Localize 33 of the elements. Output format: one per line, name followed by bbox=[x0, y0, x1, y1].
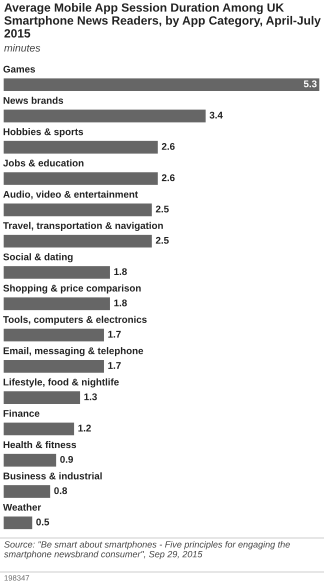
y-tick-label: Business & industrial bbox=[4, 472, 102, 480]
source-note: Source: "Be smart about smartphones - Five principles for engaging the smartphone newsbrand consumer", Sep 29, 2015 bbox=[4, 541, 290, 560]
y-tick-label: Finance bbox=[4, 410, 40, 417]
y-tick-label: Travel, transportation & navigation bbox=[3, 222, 163, 231]
data-label: 1.8 bbox=[114, 268, 127, 276]
chart-title: Average Mobile App Session Duration Among UK Smartphone News Readers, by App Category, April-July 2015 bbox=[4, 3, 321, 38]
data-label: 0.8 bbox=[54, 487, 68, 494]
chart-subtitle: minutes bbox=[4, 44, 40, 52]
data-label: 1.7 bbox=[108, 362, 121, 369]
y-tick-label: Lifestyle, food & nightlife bbox=[4, 378, 119, 388]
data-label: 1.7 bbox=[108, 330, 121, 338]
data-label: 0.5 bbox=[36, 518, 50, 526]
data-label: 2.6 bbox=[162, 143, 175, 150]
y-tick-label: Email, messaging & telephone bbox=[4, 347, 144, 356]
data-label: 2.6 bbox=[162, 174, 175, 182]
data-label: 1.2 bbox=[78, 424, 91, 432]
y-tick-label: Weather bbox=[3, 504, 42, 511]
data-label: 5.3 bbox=[304, 80, 317, 88]
data-label: 0.9 bbox=[60, 456, 73, 463]
y-tick-label: News brands bbox=[4, 96, 64, 104]
data-label: 1.8 bbox=[114, 299, 127, 306]
y-tick-label: Audio, video & entertainment bbox=[3, 190, 138, 200]
y-tick-label: Jobs & education bbox=[3, 159, 84, 166]
y-tick-label: Shopping & price comparison bbox=[3, 284, 141, 294]
data-label: 1.3 bbox=[84, 393, 97, 400]
data-label: 2.5 bbox=[156, 236, 169, 244]
y-tick-label: Social & dating bbox=[3, 253, 73, 262]
data-label: 3.4 bbox=[210, 112, 223, 119]
y-tick-label: Hobbies & sports bbox=[4, 128, 84, 138]
y-tick-label: Health & fitness bbox=[4, 441, 76, 448]
y-tick-label: Games bbox=[3, 66, 36, 73]
data-label: 2.5 bbox=[156, 206, 169, 212]
y-tick-label: Tools, computers & electronics bbox=[3, 316, 147, 325]
